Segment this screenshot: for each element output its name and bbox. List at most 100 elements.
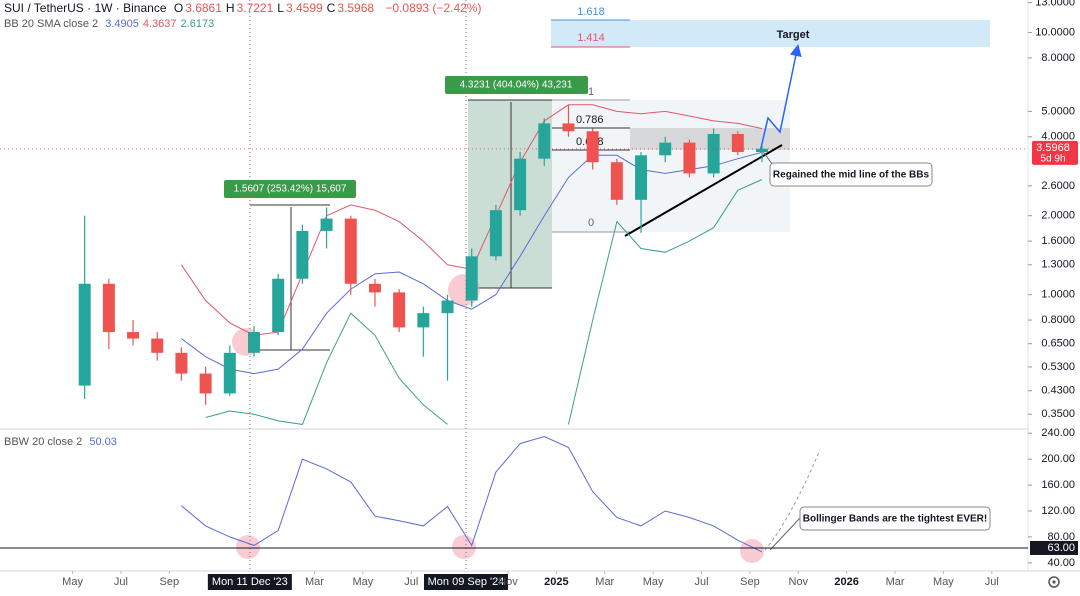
settings-icon[interactable] <box>1048 576 1060 588</box>
y-tick-label: 0.6500 <box>1041 338 1075 350</box>
candle-body <box>102 283 115 333</box>
symbol-header: SUI / TetherUS · 1W · Binance O 3.6861 H 3.… <box>4 1 485 15</box>
candle-body <box>296 230 309 279</box>
candle-body <box>683 142 696 174</box>
y-tick-label: 1.0000 <box>1041 289 1075 301</box>
y-tick-label: 80.00 <box>1047 531 1075 543</box>
candle-body <box>514 158 527 211</box>
x-tick-label: Jul <box>985 576 999 588</box>
change: −0.0893 (−2.42%) <box>385 1 482 15</box>
candle-body <box>731 133 744 153</box>
ohlc-label: L <box>277 1 284 15</box>
candle-body <box>175 352 188 374</box>
x-tick-label: May <box>62 576 83 588</box>
crosshair-label: Mon 09 Sep '24 <box>428 576 505 588</box>
highlight <box>452 535 476 559</box>
candle-body <box>538 123 551 159</box>
x-tick-label: Mar <box>305 576 324 588</box>
crosshair-label: Mon 11 Dec '23 <box>212 576 288 588</box>
y-tick-label: 0.5300 <box>1041 361 1075 373</box>
x-tick-label: Jul <box>404 576 418 588</box>
candle-body <box>320 218 333 231</box>
highlight <box>740 539 764 563</box>
fib-label: 1 <box>588 86 594 98</box>
fib-label: 1.618 <box>577 6 605 18</box>
y-tick-label: 1.6000 <box>1041 235 1075 247</box>
indicator-name: BB 20 SMA close 2 <box>4 18 99 30</box>
candle-body <box>417 313 430 328</box>
y-tick-label: 0.3500 <box>1041 408 1075 420</box>
candle-body <box>586 131 599 163</box>
candle-body <box>344 218 357 284</box>
x-tick-label: May <box>933 576 954 588</box>
settings-icon[interactable] <box>1052 580 1056 584</box>
indicator-value: 2.6173 <box>180 18 215 30</box>
ohlc: O 3.6861 H 3.7221 L 3.4599 C 3.5968 <box>174 1 378 15</box>
candle-body <box>223 352 236 394</box>
symbol: SUI / TetherUS · 1W · Binance <box>4 1 167 15</box>
fib-label: 0 <box>588 217 594 229</box>
ohlc-label: C <box>326 1 336 15</box>
x-tick-label: Sep <box>160 576 180 588</box>
x-tick-label: Nov <box>789 576 809 588</box>
candle-body <box>465 256 478 301</box>
candle-body <box>272 278 285 333</box>
callout: Bollinger Bands are the tightest EVER! <box>803 514 987 525</box>
candle-body <box>199 373 212 394</box>
x-tick-label: Jul <box>694 576 708 588</box>
projection <box>759 44 802 153</box>
target-zone <box>551 20 990 47</box>
candle-body <box>562 123 575 132</box>
measure-label: 4.3231 (404.04%) 43,231 <box>460 80 573 91</box>
band-line <box>181 435 763 553</box>
band-line <box>205 179 763 425</box>
candle-body <box>368 283 381 293</box>
candle-body <box>756 148 768 153</box>
ohlc-value: 3.5968 <box>337 1 375 15</box>
indicator-legend: BB 20 SMA close 2 3.4905 4.3637 2.6173 <box>4 18 218 30</box>
plot-area <box>78 104 768 425</box>
y-tick-label: 8.0000 <box>1041 52 1075 64</box>
y-tick-label: 2.0000 <box>1041 210 1075 222</box>
indicator-name: BBW 20 close 2 <box>4 436 83 448</box>
indicator-value: 3.4905 <box>105 18 139 30</box>
x-tick-label: Sep <box>740 576 760 588</box>
band-line <box>181 151 763 375</box>
ohlc-value: 3.7221 <box>236 1 274 15</box>
x-tick-label: May <box>352 576 373 588</box>
y-tick-label: 13.0000 <box>1035 0 1075 9</box>
x-tick-label: Mar <box>886 576 905 588</box>
x-tick-label: Jul <box>114 576 128 588</box>
ohlc-value: 3.6861 <box>185 1 222 15</box>
y-tick-label: 4.0000 <box>1041 131 1075 143</box>
crosshair-label-bg <box>207 574 292 590</box>
last-price: 3.5968 <box>1036 142 1070 154</box>
last-price-tag <box>1032 140 1078 165</box>
measure-label-bg <box>224 180 356 198</box>
candle-body <box>489 210 502 257</box>
target-label: Target <box>777 29 810 41</box>
measure-label-bg <box>445 76 588 94</box>
y-tick-label: 1.3000 <box>1041 259 1075 271</box>
indicator-value: 4.3637 <box>142 18 177 30</box>
x-tick-label: Nov <box>498 576 518 588</box>
candle-body <box>707 133 720 174</box>
y-tick-label: 2.6000 <box>1041 180 1075 192</box>
x-tick-label: May <box>643 576 664 588</box>
trend-line <box>624 144 783 237</box>
highlight <box>236 535 260 559</box>
callout-box <box>799 506 991 531</box>
y-tick-label: 240.00 <box>1041 427 1075 439</box>
measure-label: 1.5607 (253.42%) 15,607 <box>234 184 347 195</box>
callout: Regained the mid line of the BBs <box>773 170 930 181</box>
y-tick-label: 10.0000 <box>1035 26 1075 38</box>
y-tick-label: 40.00 <box>1047 557 1075 569</box>
candle-body <box>610 162 623 200</box>
candle-body <box>78 283 91 386</box>
y-tick-label: 0.4300 <box>1041 385 1075 397</box>
projection <box>764 449 821 551</box>
fib-label: 0.786 <box>576 114 604 126</box>
candle-body <box>248 332 260 353</box>
plot-area <box>181 435 763 553</box>
